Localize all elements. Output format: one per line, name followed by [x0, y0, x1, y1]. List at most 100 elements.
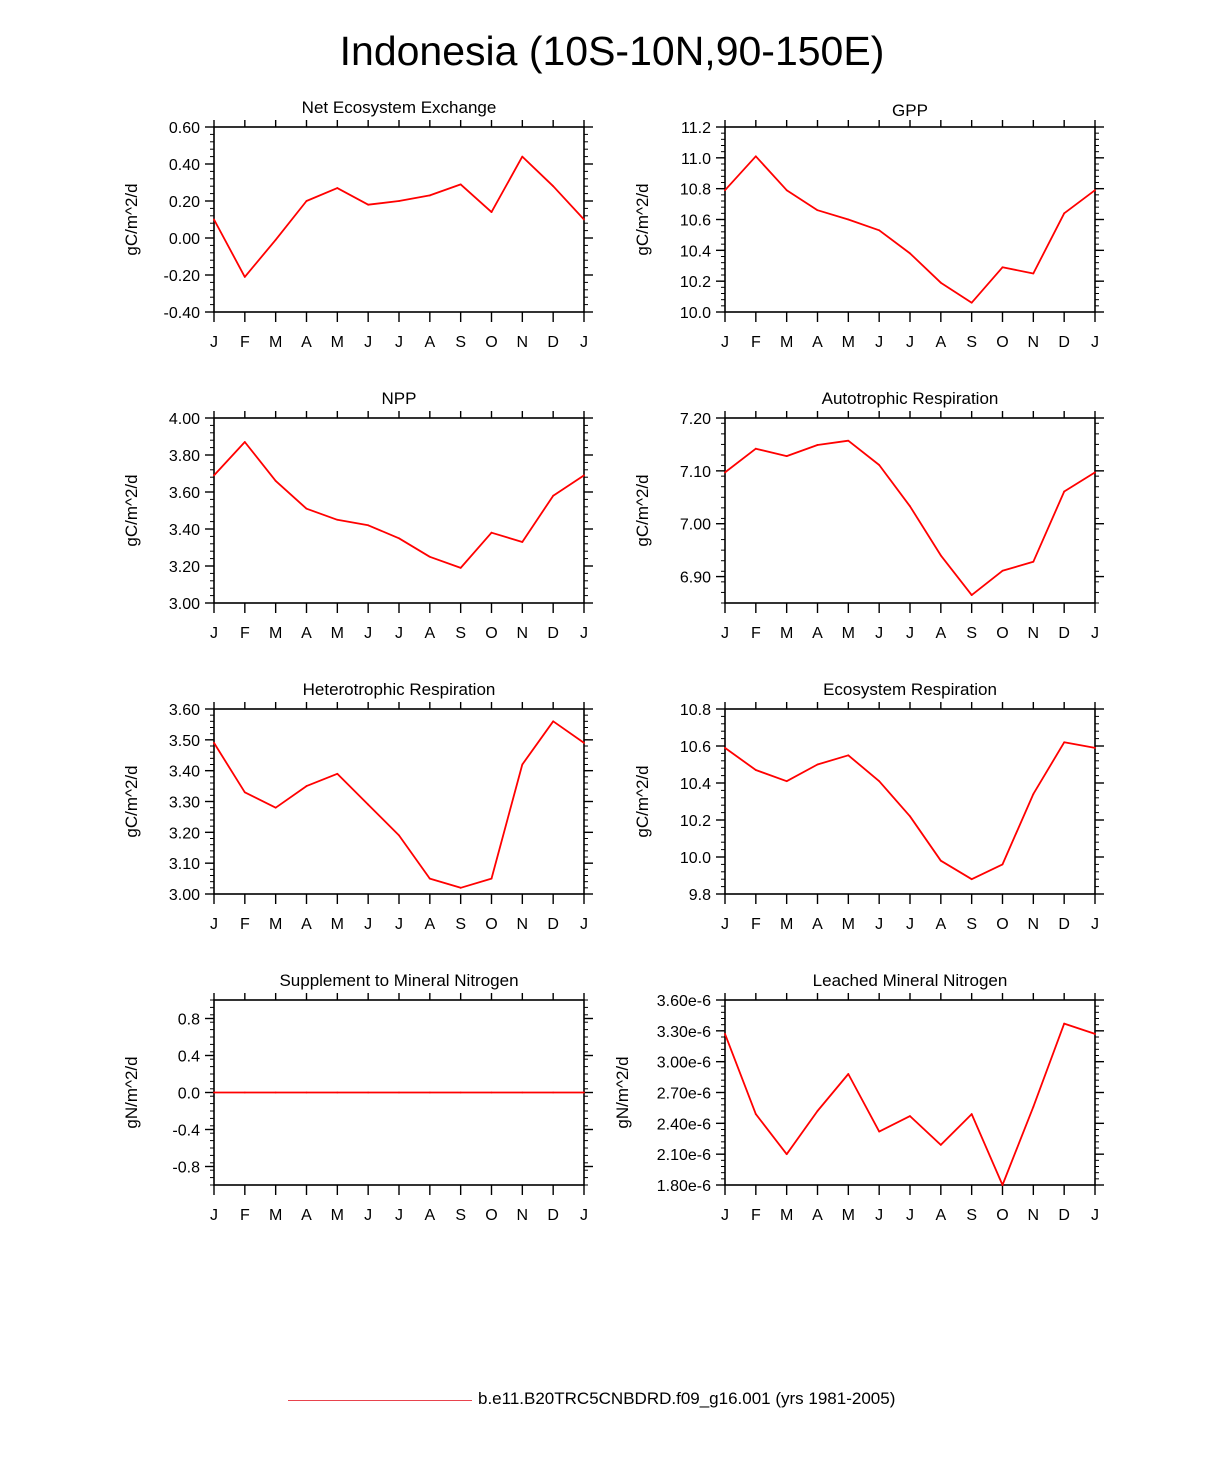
y-tick-label: 3.10 — [169, 856, 200, 873]
plot-frame — [213, 126, 585, 313]
data-series-line — [724, 439, 1096, 596]
x-tick-label: O — [996, 625, 1008, 642]
legend-line — [288, 1400, 472, 1401]
data-point — [785, 455, 788, 457]
data-point — [490, 531, 493, 534]
x-tick-label: J — [1091, 1207, 1099, 1224]
data-point — [909, 815, 911, 818]
y-tick-label: 10.4 — [680, 243, 711, 260]
y-tick-label: 0.60 — [169, 120, 200, 137]
x-tick-label: M — [780, 916, 793, 933]
x-tick-label: N — [517, 1207, 529, 1224]
y-axis-label: gC/m^2/d — [633, 183, 652, 255]
data-point — [521, 763, 524, 766]
x-tick-label: J — [364, 1207, 372, 1224]
data-point — [213, 474, 215, 477]
x-tick-label: J — [875, 1207, 883, 1224]
x-tick-label: J — [210, 1207, 218, 1224]
y-tick-label: 9.8 — [689, 887, 711, 904]
y-tick-label: 2.40e-6 — [657, 1116, 711, 1133]
data-point — [583, 218, 585, 221]
y-tick-label: 2.10e-6 — [657, 1147, 711, 1164]
data-point — [428, 555, 431, 558]
data-point — [1001, 569, 1004, 572]
x-tick-label: J — [580, 916, 588, 933]
x-tick-label: D — [547, 1207, 559, 1224]
x-tick-label: D — [547, 334, 559, 351]
x-tick-label: J — [364, 916, 372, 933]
y-tick-label: 10.0 — [680, 305, 711, 322]
data-point — [583, 474, 585, 477]
data-series-line — [213, 155, 585, 278]
data-point — [243, 441, 246, 443]
data-point — [970, 594, 973, 596]
x-tick-label: D — [1058, 916, 1070, 933]
data-point — [459, 183, 462, 186]
data-point — [336, 1091, 339, 1094]
chart-title: Leached Mineral Nitrogen — [813, 971, 1008, 990]
y-tick-label: 10.2 — [680, 274, 711, 291]
y-tick-label: 3.00 — [169, 887, 200, 904]
y-tick-label: 0.40 — [169, 157, 200, 174]
data-series-line — [213, 720, 585, 889]
x-tick-label: A — [424, 916, 435, 933]
chart-panel-7: Supplement to Mineral Nitrogen gN/m^2/d -0… — [122, 971, 593, 1224]
y-tick-label: 3.30 — [169, 795, 200, 812]
data-point — [336, 518, 339, 521]
y-tick-label: 10.8 — [680, 182, 711, 199]
x-tick-label: A — [301, 334, 312, 351]
data-point — [1001, 863, 1004, 866]
y-tick-label: 3.30e-6 — [657, 1024, 711, 1041]
data-point — [724, 189, 726, 192]
data-point — [213, 218, 215, 221]
data-point — [213, 742, 215, 744]
data-point — [754, 155, 757, 158]
x-tick-label: A — [812, 916, 823, 933]
data-point — [1001, 266, 1004, 269]
x-tick-label: D — [547, 625, 559, 642]
data-point — [1001, 1184, 1004, 1186]
y-tick-label: 4.00 — [169, 411, 200, 428]
data-point — [970, 1113, 973, 1115]
data-point — [847, 754, 850, 757]
plot-frame — [213, 708, 585, 895]
data-point — [1032, 793, 1035, 795]
x-tick-label: M — [780, 625, 793, 642]
data-point — [939, 859, 942, 862]
chart-title: Supplement to Mineral Nitrogen — [279, 971, 518, 990]
data-point — [847, 1073, 850, 1075]
data-point — [367, 203, 370, 206]
x-tick-label: M — [842, 1207, 855, 1224]
y-tick-label: 7.00 — [680, 517, 711, 534]
x-tick-label: N — [1028, 334, 1040, 351]
y-tick-label: 3.50 — [169, 733, 200, 750]
chart-panel-6: Ecosystem Respiration gC/m^2/d 9.8 10.0 10.2… — [633, 680, 1104, 933]
data-point — [398, 834, 400, 837]
x-tick-label: J — [395, 625, 403, 642]
data-point — [816, 763, 819, 766]
x-tick-label: A — [301, 625, 312, 642]
x-tick-label: M — [269, 1207, 282, 1224]
data-point — [1032, 272, 1035, 275]
y-tick-label: 7.10 — [680, 464, 711, 481]
data-point — [1063, 1022, 1066, 1025]
x-tick-label: A — [935, 916, 946, 933]
x-tick-label: J — [906, 334, 914, 351]
data-point — [909, 505, 911, 508]
data-point — [490, 211, 493, 214]
x-tick-label: J — [395, 916, 403, 933]
x-tick-label: A — [424, 625, 435, 642]
data-point — [816, 444, 819, 446]
data-point — [552, 720, 555, 723]
data-point — [847, 218, 850, 221]
y-tick-label: 3.20 — [169, 825, 200, 842]
x-tick-label: N — [1028, 916, 1040, 933]
y-tick-label: 2.70e-6 — [657, 1086, 711, 1103]
x-tick-label: J — [875, 625, 883, 642]
data-point — [724, 746, 726, 749]
data-point — [336, 772, 339, 775]
y-axis-label: gC/m^2/d — [122, 183, 141, 255]
x-tick-label: M — [842, 916, 855, 933]
data-point — [521, 155, 524, 158]
x-tick-label: M — [331, 1207, 344, 1224]
